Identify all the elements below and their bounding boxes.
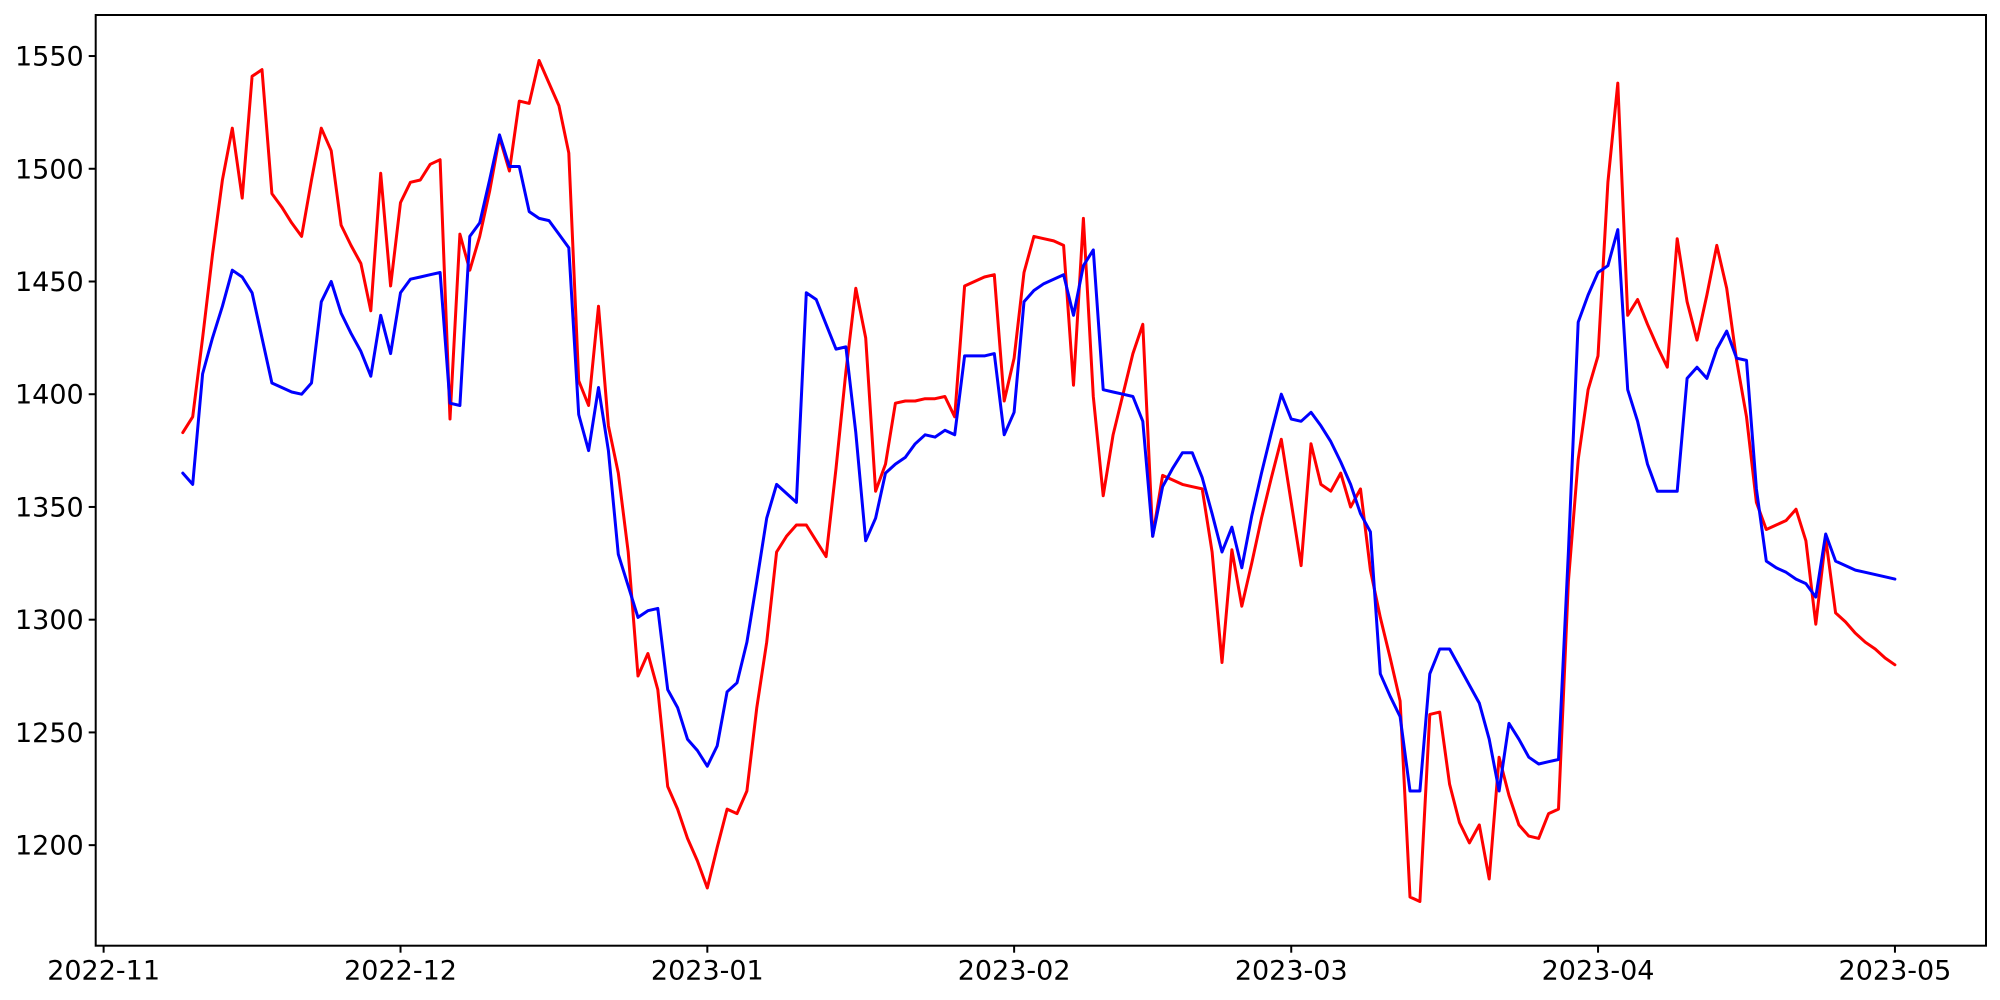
red-series-line bbox=[181, 59, 1897, 903]
y-tick-label: 1250 bbox=[15, 718, 84, 749]
x-tick-label: 2023-04 bbox=[1542, 956, 1655, 987]
y-tick-label: 1400 bbox=[15, 380, 84, 411]
blue-series-line bbox=[181, 133, 1897, 793]
x-tick-label: 2023-03 bbox=[1235, 956, 1348, 987]
x-tick-label: 2023-05 bbox=[1839, 956, 1952, 987]
y-tick-label: 1500 bbox=[15, 154, 84, 185]
x-axis-ticks bbox=[102, 945, 1896, 953]
x-tick-label: 2022-12 bbox=[344, 956, 457, 987]
y-axis-tick-labels: 1200 1250 1300 1350 1400 1450 1500 1550 bbox=[15, 42, 84, 862]
y-tick-label: 1450 bbox=[15, 267, 84, 298]
y-tick-label: 1550 bbox=[15, 42, 84, 73]
y-axis-ticks bbox=[88, 55, 96, 847]
y-tick-label: 1200 bbox=[15, 831, 84, 862]
x-tick-label: 2023-01 bbox=[651, 956, 764, 987]
series-lines bbox=[181, 59, 1897, 903]
x-tick-label: 2023-02 bbox=[958, 956, 1071, 987]
plot-box bbox=[94, 14, 1988, 947]
y-tick-label: 1300 bbox=[15, 605, 84, 636]
y-tick-label: 1350 bbox=[15, 492, 84, 523]
axes: 2022-11 2022-12 2023-01 2023-02 2023-03 2023-… bbox=[15, 14, 1988, 987]
x-tick-label: 2022-11 bbox=[47, 956, 160, 987]
x-axis-tick-labels: 2022-11 2022-12 2023-01 2023-02 2023-03 2023-… bbox=[47, 956, 1951, 987]
